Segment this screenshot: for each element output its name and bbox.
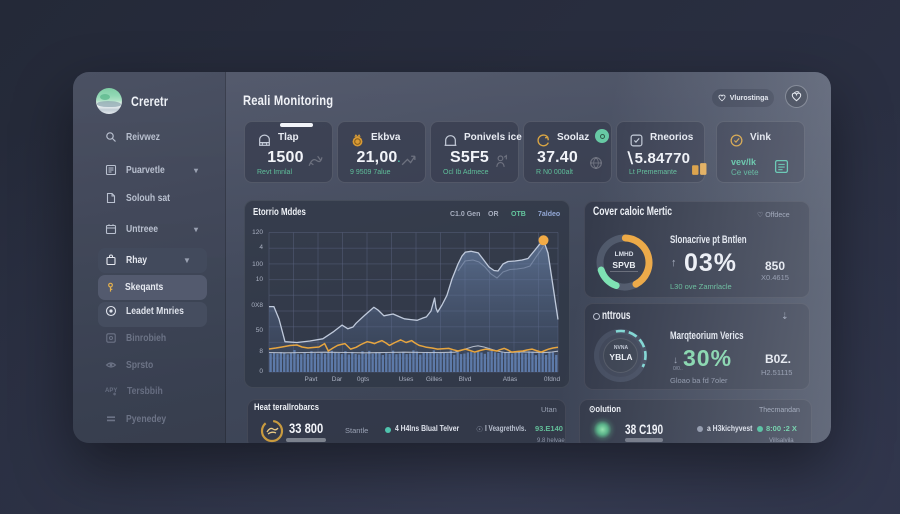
- svg-text:APY: APY: [105, 388, 117, 394]
